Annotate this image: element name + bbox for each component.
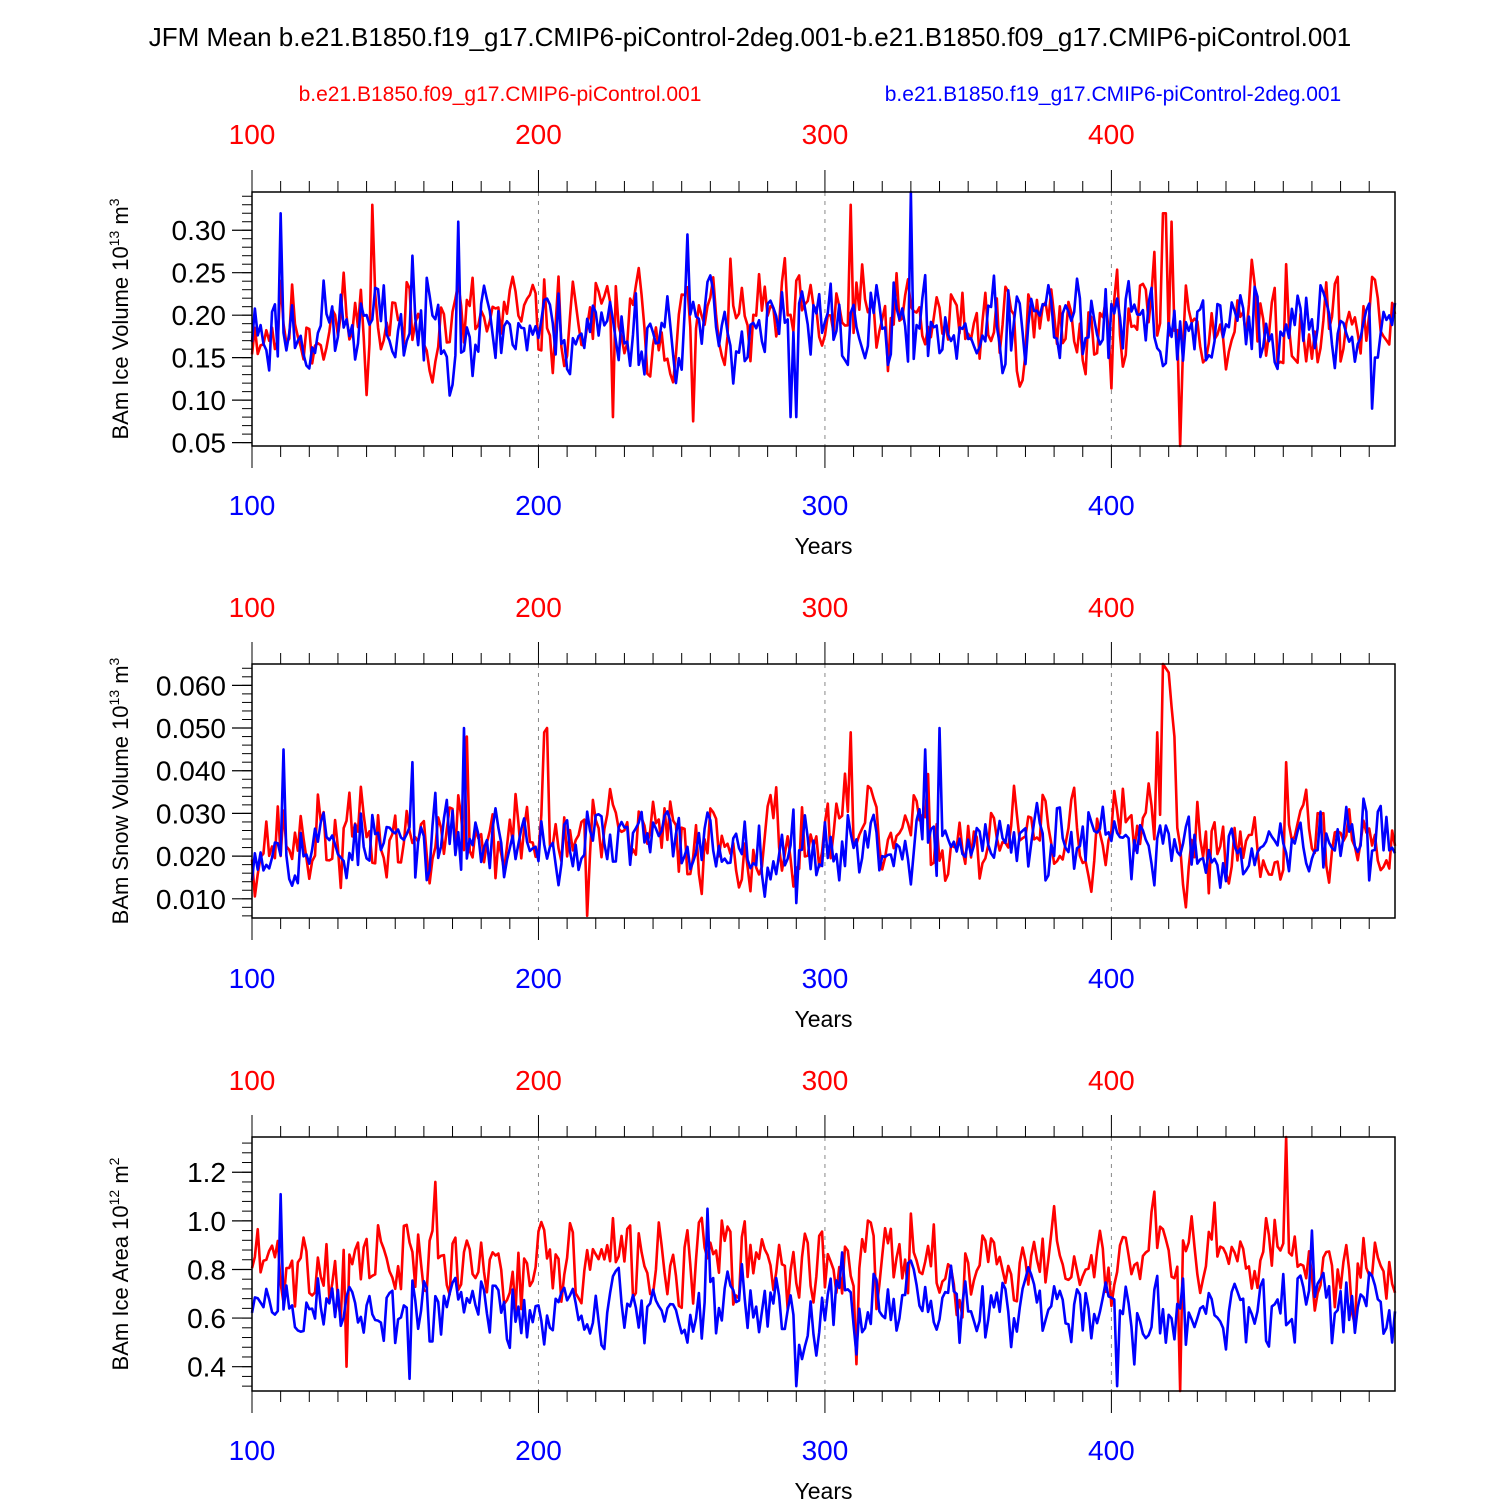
x-tick-label-top: 400 (1088, 1065, 1135, 1096)
x-tick-label-top: 300 (802, 592, 849, 623)
x-tick-label-top: 200 (515, 1065, 562, 1096)
x-axis-label: Years (795, 533, 853, 559)
plot-frame (251, 663, 1396, 919)
y-tick-label: 0.030 (156, 798, 226, 829)
x-tick-label-bottom: 100 (229, 963, 276, 994)
y-tick-label: 1.2 (187, 1157, 226, 1188)
x-tick-label-top: 100 (229, 119, 276, 150)
y-tick-label: 0.050 (156, 713, 226, 744)
series-line-red (250, 662, 1397, 918)
y-tick-label: 0.15 (172, 343, 227, 374)
y-tick-label: 0.30 (172, 215, 227, 246)
y-tick-label: 0.010 (156, 884, 226, 915)
x-tick-label-bottom: 100 (229, 1435, 276, 1466)
plot-frame (251, 191, 1396, 447)
x-tick-label-bottom: 200 (515, 1435, 562, 1466)
y-tick-label: 0.060 (156, 670, 226, 701)
y-tick-label: 1.0 (187, 1206, 226, 1237)
series-line-blue (250, 190, 1397, 419)
x-tick-label-bottom: 400 (1088, 1435, 1135, 1466)
x-tick-label-top: 200 (515, 592, 562, 623)
x-tick-label-bottom: 300 (802, 490, 849, 521)
y-tick-label: 0.040 (156, 756, 226, 787)
x-tick-label-top: 400 (1088, 119, 1135, 150)
x-tick-label-bottom: 400 (1088, 490, 1135, 521)
x-tick-label-top: 200 (515, 119, 562, 150)
x-axis-label: Years (795, 1006, 853, 1032)
x-tick-label-top: 100 (229, 592, 276, 623)
x-tick-label-bottom: 300 (802, 1435, 849, 1466)
x-tick-label-bottom: 400 (1088, 963, 1135, 994)
plot-frame (251, 1136, 1396, 1392)
x-tick-label-top: 400 (1088, 592, 1135, 623)
x-tick-label-top: 300 (802, 119, 849, 150)
x-tick-label-bottom: 300 (802, 963, 849, 994)
y-tick-label: 0.10 (172, 385, 227, 416)
x-tick-label-bottom: 100 (229, 490, 276, 521)
y-tick-label: 0.05 (172, 428, 227, 459)
panel-3: 100 100 200 200 300 300 400 400 Years 0.4 0.6 0.8 1.… (106, 1065, 1397, 1500)
x-tick-label-bottom: 200 (515, 490, 562, 521)
y-tick-label: 0.6 (187, 1303, 226, 1334)
y-tick-label: 0.4 (187, 1352, 226, 1383)
x-axis-label: Years (795, 1478, 853, 1500)
x-tick-label-bottom: 200 (515, 963, 562, 994)
y-tick-label: 0.25 (172, 258, 227, 289)
y-tick-label: 0.20 (172, 300, 227, 331)
chart-title: JFM Mean b.e21.B1850.f19_g17.CMIP6-piCon… (149, 22, 1352, 52)
y-axis-label: BAm Ice Volume 1013 m3 (106, 198, 133, 439)
legend-red-label: b.e21.B1850.f09_g17.CMIP6-piControl.001 (299, 83, 702, 106)
series-line-blue (250, 1192, 1397, 1388)
x-tick-label-top: 100 (229, 1065, 276, 1096)
series-line-blue (250, 726, 1397, 905)
legend-blue-label: b.e21.B1850.f19_g17.CMIP6-piControl-2deg… (885, 83, 1341, 106)
panel-1: 100 100 200 200 300 300 400 400 Years 0.05 0.10 0.1… (106, 119, 1397, 559)
panel-2: 100 100 200 200 300 300 400 400 Years 0.010 0.020 0… (106, 592, 1397, 1032)
y-axis-label: BAm Ice Area 1012 m2 (106, 1157, 133, 1370)
series-line-red (250, 1135, 1397, 1393)
y-tick-label: 0.020 (156, 841, 226, 872)
series-line-red (250, 203, 1397, 448)
y-tick-label: 0.8 (187, 1254, 226, 1285)
y-axis-label: BAm Snow Volume 1013 m3 (106, 657, 133, 924)
x-tick-label-top: 300 (802, 1065, 849, 1096)
